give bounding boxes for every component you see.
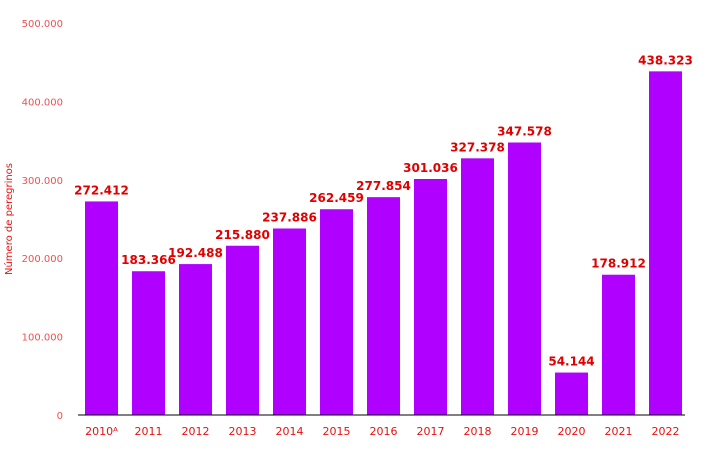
bar [414,178,447,415]
y-tick-label: 100.000 [22,333,63,344]
x-tick-label: 2011 [135,425,163,438]
x-tick-label: 2015 [323,425,351,438]
bar [132,271,165,415]
y-tick-label: 300.000 [22,176,63,187]
data-label: 272.412 [74,183,129,197]
x-tick-label: 2021 [605,425,633,438]
data-label: 192.488 [168,246,223,260]
x-tick-label: 2018 [464,425,492,438]
data-label: 262.459 [309,191,364,205]
y-tick-label: 0 [57,411,63,422]
y-tick-label: 500.000 [22,19,63,30]
bar [226,245,259,415]
data-label: 438.323 [638,53,693,67]
bar [649,71,682,415]
y-tick-label: 200.000 [22,254,63,265]
x-tick-label: 2020 [558,425,586,438]
bar [367,197,400,415]
data-label: 237.886 [262,210,317,224]
x-tick-label: 2012 [182,425,210,438]
bar [85,201,118,415]
x-tick-label: 2019 [511,425,539,438]
bar [508,142,541,416]
bar [555,372,588,415]
x-tick-label: 2014 [276,425,304,438]
x-tick-label: 2016 [370,425,398,438]
bar [273,228,306,415]
x-tick-label: 2022 [652,425,680,438]
data-label: 178.912 [591,257,646,271]
bar [179,264,212,415]
y-axis-label: Número de peregrinos [3,163,15,275]
x-tick-label: 2013 [229,425,257,438]
data-label: 301.036 [403,161,458,175]
data-label: 215.880 [215,228,270,242]
x-tick-label: 2017 [417,425,445,438]
bar [461,158,494,416]
y-tick-label: 400.000 [22,97,63,108]
data-label: 277.854 [356,179,411,193]
data-label: 347.578 [497,124,552,138]
data-label: 54.144 [548,355,594,369]
data-label: 183.366 [121,253,176,267]
x-tick-label: 2010ᴬ [85,425,118,438]
bar [602,274,635,415]
bar [320,209,353,415]
data-label: 327.378 [450,140,505,154]
